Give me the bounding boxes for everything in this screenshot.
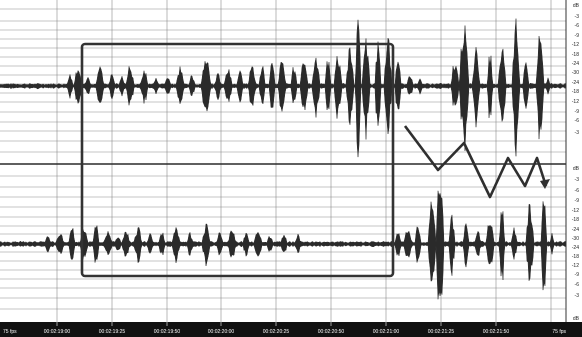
db-label: dB	[573, 166, 580, 172]
ruler-time-label: 00:02:20:00	[208, 329, 235, 335]
db-label: dB	[573, 316, 580, 322]
db-scale-background	[566, 0, 582, 322]
db-scale: dB -3 -6 -9 -12 -18 -24 -30 -24 -18 -12 -9 -6 -3 dB -3 -…	[565, 0, 582, 322]
db-label: dB	[573, 3, 580, 9]
db-label: -18	[572, 217, 579, 223]
db-label: -24	[572, 80, 579, 86]
db-label: -3	[575, 130, 580, 136]
db-label: -6	[575, 118, 580, 124]
ruler-end-label: 75 fps	[552, 329, 566, 335]
ruler-background	[0, 322, 582, 337]
db-label: -12	[572, 263, 579, 269]
db-label: -24	[572, 227, 579, 233]
db-label: -9	[575, 198, 580, 204]
db-label: -6	[575, 282, 580, 288]
db-label: -3	[575, 14, 580, 20]
db-label: -24	[572, 61, 579, 67]
db-label: -9	[575, 109, 580, 115]
ruler-start-label: 75 fps	[3, 329, 17, 335]
ruler-time-label: 00:02:19:00	[44, 329, 71, 335]
db-label: -18	[572, 89, 579, 95]
db-label: -9	[575, 33, 580, 39]
db-label: -6	[575, 23, 580, 29]
db-label: -12	[572, 208, 579, 214]
db-label: -12	[572, 99, 579, 105]
db-label: -3	[575, 177, 580, 183]
arrow-head-icon	[540, 179, 550, 189]
db-label: -3	[575, 293, 580, 299]
ruler-time-label: 00:02:21:25	[428, 329, 455, 335]
zigzag-annotation	[403, 125, 548, 199]
ruler-time-label: 00:02:19:25	[99, 329, 126, 335]
ruler-time-label: 00:02:21:00	[373, 329, 400, 335]
db-label: -18	[572, 52, 579, 58]
db-label: -24	[572, 245, 579, 251]
ruler-time-label: 00:02:19:50	[154, 329, 181, 335]
db-label: -18	[572, 254, 579, 260]
db-label: -30	[572, 70, 579, 76]
selection-box[interactable]	[80, 42, 395, 278]
timeline-ruler[interactable]: 75 fps 00:02:19:00 00:02:19:25 00:02:19:50 0…	[0, 322, 582, 337]
db-label: -6	[575, 188, 580, 194]
ruler-time-label: 00:02:20:25	[263, 329, 290, 335]
ruler-time-label: 00:02:20:50	[318, 329, 345, 335]
db-label: -9	[575, 272, 580, 278]
ruler-time-label: 00:02:21:50	[483, 329, 510, 335]
db-label: -30	[572, 236, 579, 242]
db-label: -12	[572, 42, 579, 48]
